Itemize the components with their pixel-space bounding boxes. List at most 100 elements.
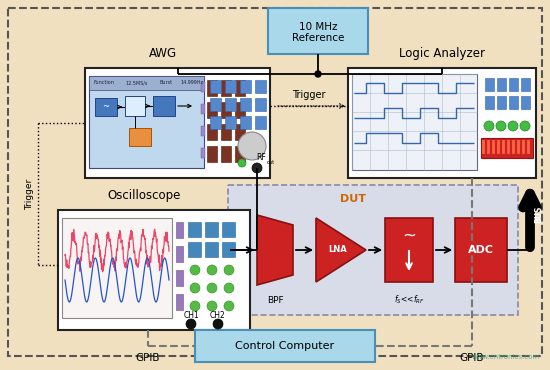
Circle shape (190, 301, 200, 311)
Bar (188, 242, 201, 257)
Text: GPIB: GPIB (460, 353, 484, 363)
Bar (497, 96, 506, 109)
Bar (205, 242, 218, 257)
Text: BPF: BPF (267, 296, 283, 305)
Bar (221, 124, 231, 140)
Bar (58, 210, 250, 330)
Circle shape (224, 283, 234, 293)
Bar (95, 98, 117, 116)
Circle shape (238, 132, 266, 160)
Circle shape (186, 319, 196, 329)
Bar (201, 148, 205, 158)
Bar (481, 138, 533, 158)
Text: CH2: CH2 (210, 312, 226, 320)
Bar (210, 80, 221, 93)
Bar (125, 96, 145, 116)
Bar (188, 222, 201, 237)
Bar (221, 80, 231, 96)
Bar (240, 98, 251, 111)
Bar (485, 96, 494, 109)
Polygon shape (316, 218, 366, 282)
Bar (512, 140, 515, 154)
Bar (485, 78, 494, 91)
Text: www.cntronics.com: www.cntronics.com (472, 354, 540, 360)
Circle shape (207, 265, 217, 275)
Bar (62, 218, 172, 318)
Text: Logic Analyzer: Logic Analyzer (399, 47, 485, 60)
Bar (507, 140, 510, 154)
Text: Oscilloscope: Oscilloscope (107, 189, 181, 202)
Bar (255, 98, 266, 111)
Text: ADC: ADC (468, 245, 494, 255)
Circle shape (484, 121, 494, 131)
Circle shape (224, 301, 234, 311)
Circle shape (224, 265, 234, 275)
Polygon shape (257, 215, 293, 285)
Bar (502, 140, 505, 154)
Bar (210, 98, 221, 111)
Bar (176, 294, 183, 310)
Bar (207, 80, 217, 96)
Bar (89, 76, 204, 90)
Bar (225, 116, 236, 129)
Bar (497, 140, 500, 154)
Bar (221, 146, 231, 162)
Bar (527, 140, 530, 154)
Bar (385, 218, 433, 282)
Circle shape (496, 121, 506, 131)
Bar (201, 82, 205, 92)
Bar (482, 140, 485, 154)
Text: RF: RF (256, 154, 266, 162)
Circle shape (207, 301, 217, 311)
Bar (176, 246, 183, 262)
Text: ~: ~ (102, 102, 109, 111)
Bar (210, 116, 221, 129)
Circle shape (190, 265, 200, 275)
Bar (240, 116, 251, 129)
Bar (222, 222, 235, 237)
Text: out: out (267, 161, 275, 165)
Text: GPIB: GPIB (136, 353, 160, 363)
Text: DUT: DUT (340, 194, 366, 204)
Bar (492, 140, 495, 154)
Text: 10 MHz: 10 MHz (299, 22, 337, 32)
Bar (207, 102, 217, 118)
Bar (240, 80, 251, 93)
Text: 12.5MS/s: 12.5MS/s (125, 81, 147, 85)
Bar (205, 222, 218, 237)
Text: Trigger: Trigger (292, 90, 326, 100)
Bar (195, 330, 375, 362)
Circle shape (213, 319, 223, 329)
Bar (352, 74, 477, 170)
Bar (268, 8, 368, 54)
Circle shape (520, 121, 530, 131)
Bar (228, 185, 518, 315)
Bar (221, 102, 231, 118)
Bar (497, 78, 506, 91)
Circle shape (207, 283, 217, 293)
Text: AWG: AWG (148, 47, 177, 60)
Text: Function: Function (93, 81, 114, 85)
Bar (225, 98, 236, 111)
Bar (255, 116, 266, 129)
Circle shape (252, 163, 262, 173)
Bar (235, 124, 245, 140)
Bar (222, 242, 235, 257)
Bar (522, 140, 525, 154)
Bar (235, 146, 245, 162)
Bar (176, 222, 183, 238)
Text: ~: ~ (402, 227, 416, 245)
Text: Control Computer: Control Computer (235, 341, 334, 351)
Circle shape (190, 283, 200, 293)
Bar (176, 270, 183, 286)
Bar (235, 102, 245, 118)
Text: 14.999Hz: 14.999Hz (180, 81, 203, 85)
Circle shape (315, 71, 321, 77)
Text: CH1: CH1 (183, 312, 199, 320)
Bar (85, 68, 270, 178)
Text: LNA: LNA (329, 246, 348, 255)
Text: Burst: Burst (160, 81, 173, 85)
Bar (201, 126, 205, 136)
Bar (235, 80, 245, 96)
Circle shape (508, 121, 518, 131)
